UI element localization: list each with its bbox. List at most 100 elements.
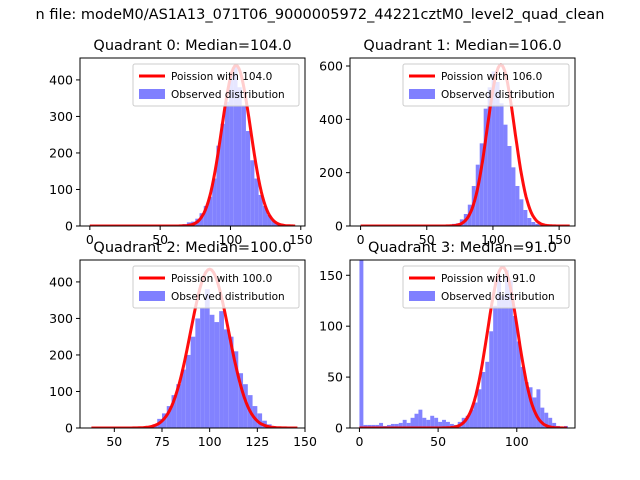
hist-bar	[438, 421, 443, 428]
y-tick-label: 0	[335, 219, 343, 234]
hist-bar	[371, 424, 376, 428]
hist-bar	[229, 72, 234, 226]
y-tick-label: 50	[327, 370, 343, 385]
hist-bar	[540, 407, 545, 428]
hist-bar	[516, 341, 521, 428]
legend-box	[132, 63, 300, 107]
hist-bar	[507, 146, 512, 226]
hist-bar	[359, 260, 364, 428]
subplot-title: Quadrant 0: Median=104.0	[93, 38, 291, 54]
y-tick-label: 400	[49, 72, 73, 87]
legend: Poission with 91.0 Observed distribution	[402, 265, 570, 309]
hist-bar	[223, 329, 229, 428]
axes-frame	[349, 259, 576, 429]
hist-bar	[237, 87, 242, 226]
axes-frame	[79, 259, 306, 429]
hist-bar	[185, 354, 191, 428]
hist-bar	[410, 417, 415, 428]
hist-bar	[536, 389, 541, 428]
x-tick-label: 50	[152, 232, 168, 247]
hist-bar	[465, 415, 470, 428]
x-tick-label: 50	[419, 232, 435, 247]
hist-bar	[398, 422, 403, 428]
hist-bar	[430, 415, 435, 428]
legend-hist-swatch	[409, 89, 435, 99]
hist-bar	[379, 422, 384, 428]
y-tick-label: 0	[65, 421, 73, 436]
hist-bar	[515, 186, 520, 226]
hist-bar	[527, 218, 532, 226]
hist-bar	[386, 424, 391, 428]
fit-line	[89, 63, 296, 226]
hist-bar	[512, 316, 517, 428]
hist-bar	[495, 82, 500, 226]
hist-bar	[508, 280, 513, 428]
hist-bar	[224, 101, 230, 226]
hist-bar	[228, 336, 234, 428]
y-tick-label: 100	[319, 319, 343, 334]
hist-bar	[190, 336, 196, 428]
hist-bar	[414, 413, 419, 428]
legend-hist-swatch	[139, 291, 165, 301]
hist-bar	[445, 421, 450, 428]
legend-fit-label: Poission with 100.0	[171, 273, 272, 285]
hist-bar	[209, 314, 215, 428]
fit-line	[359, 265, 568, 428]
x-tick-label: 150	[547, 232, 571, 247]
x-tick-label: 0	[86, 232, 94, 247]
hist-bar	[493, 305, 498, 428]
hist-bar	[552, 422, 557, 428]
hist-bar	[243, 384, 248, 428]
legend-box	[402, 63, 570, 107]
hist-bar	[544, 412, 549, 428]
legend: Poission with 104.0 Observed distribution	[132, 63, 300, 107]
legend: Poission with 100.0 Observed distribution	[132, 265, 300, 309]
y-tick-label: 150	[319, 268, 343, 283]
hist-bar	[200, 307, 205, 428]
hist-bar	[418, 409, 423, 428]
hist-bar	[262, 205, 268, 226]
x-tick-label: 0	[355, 434, 363, 449]
x-tick-label: 50	[430, 434, 446, 449]
hist-bar	[171, 395, 177, 428]
x-tick-label: 0	[357, 232, 365, 247]
hist-bar	[176, 384, 182, 428]
axes-frame	[349, 57, 576, 227]
subplot-title: Quadrant 2: Median=100.0	[93, 240, 291, 256]
axes-frame	[79, 57, 306, 227]
hist-bar	[166, 406, 172, 428]
hist-bar	[483, 108, 488, 226]
subplot-3: 0 50 100 0 50 100 150 Quadrant 3: Median=91.0 Po…	[319, 240, 576, 449]
hist-bar	[233, 65, 238, 226]
hist-bar	[257, 413, 263, 428]
hist-bar	[501, 295, 505, 428]
hist-bar	[531, 222, 536, 226]
hist-bar	[195, 318, 201, 428]
hist-bar	[219, 311, 224, 428]
hist-bar	[199, 213, 204, 226]
plot-area	[360, 63, 570, 226]
x-tick-label: 100	[219, 232, 243, 247]
hist-bar	[204, 289, 210, 428]
hist-bar	[442, 419, 446, 428]
hist-bar	[491, 71, 496, 226]
hist-bar	[497, 275, 502, 428]
x-tick-label: 100	[481, 232, 505, 247]
hist-bar	[503, 124, 508, 226]
y-tick-label: 300	[49, 311, 73, 326]
x-tick-label: 100	[198, 434, 222, 449]
hist-bar	[390, 423, 395, 428]
legend-hist-label: Observed distribution	[171, 89, 285, 101]
hist-bar	[519, 199, 524, 226]
hist-bar	[475, 164, 480, 226]
hist-bar	[212, 178, 217, 226]
hist-bar	[271, 220, 276, 226]
hist-bar	[258, 194, 263, 226]
hist-bar	[426, 419, 431, 428]
hist-bar	[477, 389, 482, 428]
legend-hist-swatch	[139, 89, 165, 99]
hist-bar	[402, 419, 407, 428]
subplot-2: 50 75 100 125 150 0 100 200 300 400 Quadrant 2: Me…	[49, 240, 317, 449]
hist-bar	[254, 178, 259, 226]
